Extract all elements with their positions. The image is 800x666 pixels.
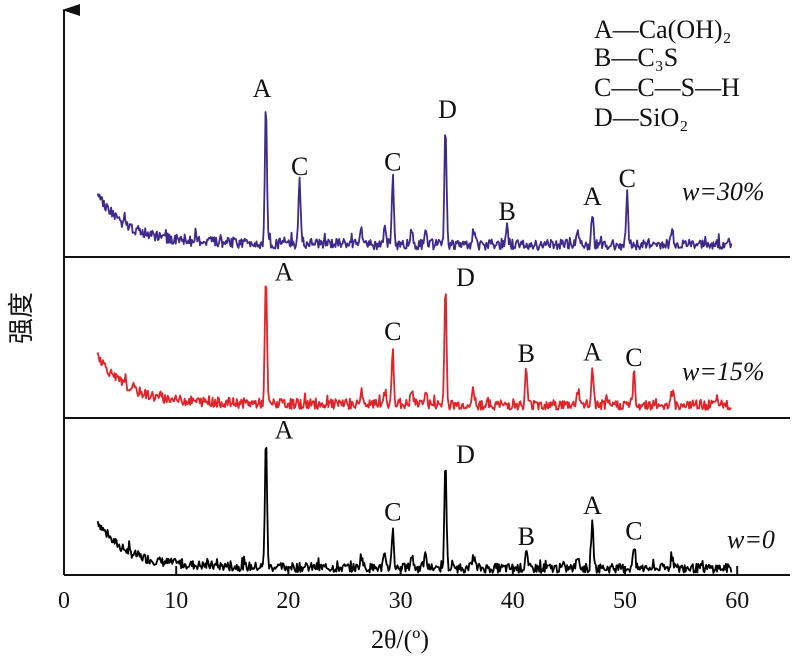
peak-label: C [619,164,636,193]
series-label-w15: w=15% [682,357,765,386]
peak-label: A [583,491,602,520]
series-label-w30: w=30% [682,177,765,206]
series-label-w0: w=0 [727,525,775,554]
x-tick-label: 20 [276,588,300,614]
peak-label: C [625,343,642,372]
peak-label: D [456,440,475,469]
peak-label: B [518,522,535,551]
peak-label: A [583,337,602,366]
peak-label: D [456,263,475,292]
x-axis-title: 2θ/(º) [371,625,429,654]
x-tick-label: 0 [58,588,70,614]
x-tick-label: 40 [501,588,525,614]
peak-label: B [499,197,516,226]
legend-csh: C—C—S—H [594,73,740,102]
legend-sio2: D—SiO₂ [594,103,688,132]
x-tick-label: 30 [389,588,413,614]
peak-label: A [275,257,294,286]
x-tick-label: 10 [164,588,188,614]
x-tick-label: 60 [725,588,749,614]
peak-label: C [384,148,401,177]
y-axis-title: 强度 [7,292,37,344]
peak-label: B [518,339,535,368]
peak-label: A [583,182,602,211]
series-line-w15 [96,285,732,411]
legend-ca-oh2: A—Ca(OH)₂ [594,15,732,44]
peak-label: A [275,416,294,445]
x-tick-label: 50 [613,588,637,614]
peak-label: D [438,95,457,124]
peak-label: C [625,516,642,545]
series-line-w30 [96,111,733,251]
peak-label: A [253,74,272,103]
series-line-w0 [96,446,733,574]
peak-label: C [384,498,401,527]
peak-label: C [384,317,401,346]
legend-c3s: B—C₃S [594,43,678,72]
peak-label: C [291,152,308,181]
